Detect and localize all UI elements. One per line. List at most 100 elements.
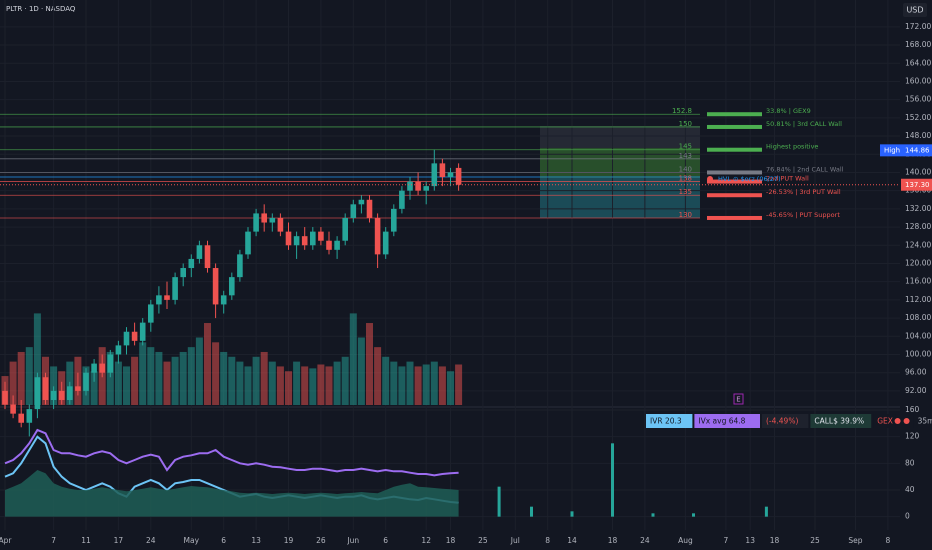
- x-tick-label: May: [184, 536, 200, 545]
- candle-body: [318, 231, 324, 241]
- volume-bar: [228, 356, 236, 405]
- volume-bar: [195, 337, 203, 405]
- volume-bar: [50, 366, 58, 405]
- level-label: 140: [679, 165, 692, 173]
- high-label-value: 144.86: [905, 146, 930, 154]
- candle-body: [342, 217, 348, 241]
- level-text: 2nd PUT Wall: [766, 175, 809, 183]
- candle-body: [139, 322, 146, 341]
- candle-body: [407, 181, 413, 191]
- x-tick-label: 26: [316, 536, 326, 545]
- volume-bar: [179, 351, 187, 405]
- badge-text: (-4.49%): [766, 417, 798, 426]
- level-bar: [707, 193, 762, 198]
- y-tick-label: 120.00: [905, 258, 931, 267]
- badge-bg: [762, 414, 809, 428]
- y-tick-label: 124.00: [905, 240, 931, 249]
- candle-body: [18, 413, 24, 423]
- indicator-tick-label: 120: [905, 432, 920, 441]
- candle-body: [293, 236, 300, 246]
- gex-dot: [894, 418, 901, 424]
- future-bar: [611, 443, 614, 517]
- badge-text: GEX: [877, 417, 893, 426]
- x-tick-label: 6: [383, 536, 388, 545]
- level-label: 145: [679, 143, 692, 151]
- gex-area: [5, 470, 459, 517]
- candle-body: [382, 231, 389, 255]
- x-tick-label: 24: [146, 536, 156, 545]
- indicator-line: [4, 428, 459, 477]
- candle-body: [350, 204, 357, 218]
- candle-body: [237, 254, 243, 278]
- candle-body: [447, 172, 454, 178]
- y-tick-label: 108.00: [905, 313, 931, 322]
- volume-bar: [285, 371, 292, 405]
- volume-bar: [317, 364, 325, 405]
- candle-body: [326, 240, 332, 250]
- candle-body: [34, 377, 41, 410]
- level-bar: [707, 124, 762, 129]
- candle-body: [374, 217, 381, 255]
- x-tick-label: 13: [251, 536, 261, 545]
- candle-body: [399, 190, 405, 209]
- badge-text: IVR 20.3: [650, 417, 682, 426]
- candle-body: [229, 277, 235, 296]
- level-text: 50.81% | 3rd CALL Wall: [766, 120, 842, 128]
- level-bar: [707, 170, 762, 175]
- candle-body: [148, 304, 154, 323]
- candle-body: [42, 377, 49, 400]
- volume-bar: [139, 342, 147, 405]
- candle-body: [50, 390, 57, 400]
- candle-body: [26, 409, 33, 423]
- zone-put: [540, 178, 700, 218]
- last-price-label: 137.30: [905, 181, 930, 189]
- level-label: 135: [679, 188, 692, 196]
- x-tick-label: 12: [421, 536, 431, 545]
- candle-body: [253, 213, 259, 232]
- volume-bar: [276, 366, 284, 405]
- x-tick-label: 25: [478, 536, 488, 545]
- candle-body: [285, 231, 292, 246]
- level-text: 33.8% | GEX9: [766, 107, 811, 115]
- volume-bar: [163, 361, 171, 405]
- x-tick-label: Jun: [346, 536, 359, 545]
- candle-body: [391, 208, 397, 232]
- y-tick-label: 140.00: [905, 167, 931, 176]
- candle-body: [415, 181, 421, 191]
- candle-body: [164, 295, 170, 300]
- candle-body: [188, 258, 195, 269]
- candle-body: [75, 386, 81, 391]
- candle-body: [261, 213, 267, 223]
- volume-bar: [187, 347, 195, 405]
- future-bar: [570, 511, 574, 517]
- volume-bar: [366, 323, 373, 405]
- badge-bg: [694, 414, 760, 428]
- volume-bar: [260, 351, 268, 405]
- y-tick-label: 104.00: [905, 331, 931, 340]
- volume-bar: [212, 342, 220, 405]
- level-label: 138: [679, 175, 692, 183]
- badge-bg: [873, 414, 896, 428]
- y-tick-label: 128.00: [905, 222, 931, 231]
- volume-bar: [220, 351, 228, 405]
- gex-dot: [903, 418, 910, 424]
- volume-bar: [390, 361, 398, 405]
- candle-body: [220, 295, 227, 305]
- volume-bar: [398, 366, 406, 405]
- badge-text: 35m: [918, 417, 932, 426]
- volume-bar: [252, 356, 260, 405]
- y-tick-label: 152.00: [905, 113, 931, 122]
- candle-body: [439, 163, 446, 178]
- future-bar: [530, 506, 533, 517]
- y-tick-label: 132.00: [905, 204, 931, 213]
- x-tick-label: 14: [567, 536, 577, 545]
- x-tick-label: 18: [770, 536, 780, 545]
- volume-bar: [447, 371, 454, 405]
- indicator-tick-label: 80: [905, 458, 915, 467]
- level-text: 76.84% | 2nd CALL Wall: [766, 165, 844, 173]
- ticker-title: PLTR · 1D · NASDAQ: [6, 5, 76, 13]
- x-tick-label: Jul: [510, 536, 520, 545]
- currency-box: [903, 3, 927, 17]
- hvl-dot: [707, 176, 713, 183]
